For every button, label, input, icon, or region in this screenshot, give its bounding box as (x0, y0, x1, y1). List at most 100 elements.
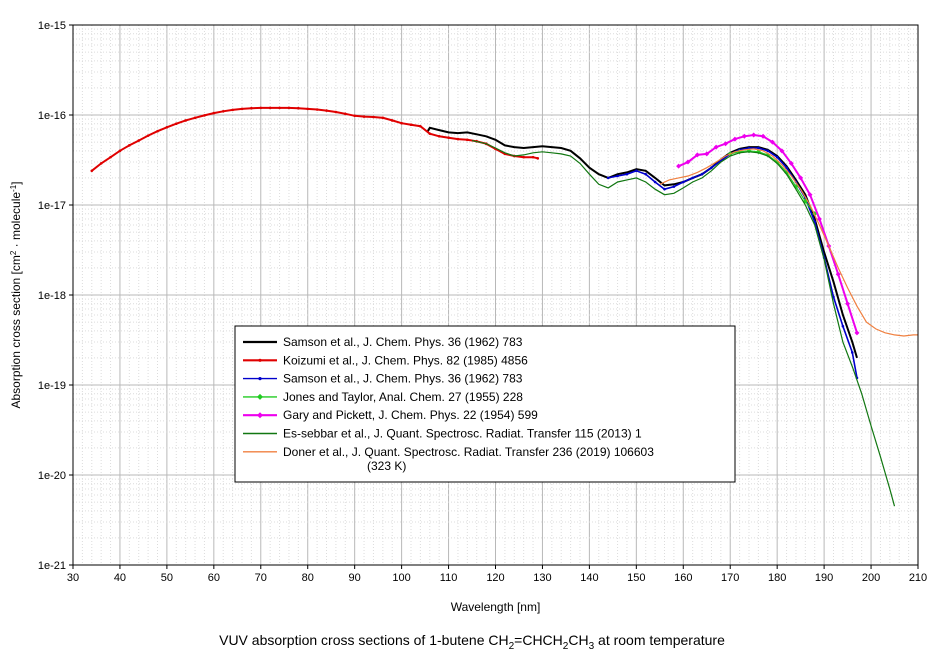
series-line-0 (426, 126, 858, 359)
series-1-point (268, 106, 272, 110)
series-2-point (710, 166, 713, 169)
legend-marker-1 (258, 358, 262, 362)
y-tick-label: 1e-18 (38, 290, 66, 302)
series-2-point (681, 180, 685, 184)
series-4-point (713, 144, 719, 150)
series-1-point (353, 114, 356, 118)
y-tick-label: 1e-21 (38, 560, 66, 572)
series-1-point (334, 110, 338, 114)
series-1-point (193, 116, 197, 120)
series-4-point (816, 216, 822, 222)
series-4-point (685, 159, 691, 165)
series-1-point (390, 119, 394, 122)
title-part: =CHCH (514, 632, 563, 648)
legend-label-0: Samson et al., J. Chem. Phys. 36 (1962) … (283, 335, 523, 349)
title-part: 3 (588, 640, 595, 652)
series-4-point (769, 139, 775, 145)
x-tick-label: 210 (909, 572, 927, 584)
x-tick-label: 100 (392, 572, 410, 584)
x-tick-label: 180 (768, 572, 786, 584)
series-1-point (137, 139, 141, 142)
series-2-point (747, 146, 751, 150)
x-tick-label: 30 (67, 572, 79, 584)
title-part: VUV absorption cross sections of 1-buten… (219, 632, 509, 648)
x-tick-label: 120 (486, 572, 504, 584)
y-tick-label: 1e-15 (38, 20, 66, 32)
legend-label-6: Doner et al., J. Quant. Spectrosc. Radia… (283, 445, 654, 459)
series-4-point (751, 132, 757, 138)
series-1-point (315, 108, 319, 111)
x-tick-label: 40 (114, 572, 126, 584)
series-4-point (741, 133, 747, 139)
series-line-5 (471, 140, 896, 507)
series-2-point (766, 149, 770, 153)
series-4-point (760, 133, 766, 139)
series-4-point (788, 160, 794, 166)
x-tick-label: 140 (580, 572, 598, 584)
chart-title: VUV absorption cross sections of 1-buten… (0, 632, 944, 652)
series-1-point (522, 155, 525, 159)
series-4-point (807, 192, 813, 198)
series-1-point (419, 124, 422, 128)
x-tick-label: 150 (627, 572, 645, 584)
legend-label-6-line2: (323 K) (367, 459, 406, 473)
series-1-point (240, 107, 244, 111)
series-1-point (362, 115, 366, 118)
series-4-point (723, 141, 729, 147)
legend-label-5: Es-sebbar et al., J. Quant. Spectrosc. R… (283, 427, 642, 441)
y-axis-label: Absorption cross section [cm2 · molecule… (9, 181, 24, 408)
series-1-point (343, 112, 347, 116)
series-line-3 (730, 150, 816, 215)
series-4-point (835, 271, 841, 277)
series-2-point (850, 351, 854, 354)
legend-marker-3 (257, 393, 263, 400)
series-1-point (466, 138, 469, 142)
legend-marker-4 (257, 412, 263, 419)
series-2-point (653, 180, 657, 184)
series-1-point (250, 106, 253, 110)
x-tick-label: 110 (440, 572, 458, 584)
series-2-point (625, 172, 629, 176)
series-1-point (428, 132, 432, 135)
series-layer (90, 106, 918, 507)
series-2-point (700, 172, 704, 176)
series-1-point (259, 106, 263, 110)
series-2-point (606, 176, 610, 180)
x-tick-label: 60 (208, 572, 220, 584)
series-1-point (146, 134, 150, 137)
series-line-4 (678, 133, 858, 334)
chart-canvas: 30 40 50 60 70 80 90 100 110 120 130 140 150 160 170 18… (9, 20, 928, 614)
title-part: CH (568, 632, 589, 648)
x-tick-label: 90 (349, 572, 361, 584)
x-tick-label: 190 (815, 572, 833, 584)
series-4-point (704, 151, 710, 157)
x-tick-label: 70 (255, 572, 267, 584)
grid (72, 25, 919, 566)
legend: Samson et al., J. Chem. Phys. 36 (1962) … (234, 325, 736, 483)
x-tick-label: 200 (862, 572, 880, 584)
series-1-point (165, 126, 169, 129)
y-axis-label-part: ] (9, 181, 23, 184)
legend-box (234, 325, 736, 483)
series-1-point (278, 106, 281, 110)
series-1-point (99, 162, 103, 165)
series-4-point (854, 330, 860, 336)
series-1-point (536, 157, 540, 160)
x-tick-label: 130 (533, 572, 551, 584)
series-1-point (221, 109, 225, 113)
legend-label-3: Jones and Taylor, Anal. Chem. 27 (1955) … (283, 390, 523, 404)
x-tick-label: 80 (302, 572, 314, 584)
series-line-1 (91, 106, 539, 172)
series-1-point (90, 169, 94, 173)
series-1-point (325, 109, 328, 112)
series-2-point (775, 155, 779, 159)
y-tick-label: 1e-16 (38, 110, 66, 122)
series-1-point (184, 119, 187, 122)
series-4-point (845, 301, 851, 307)
x-tick-label: 170 (721, 572, 739, 584)
title-part: at room temperature (594, 632, 725, 648)
series-1-point (231, 108, 234, 112)
title-part: 2 (508, 640, 515, 652)
series-1-point (128, 144, 131, 147)
series-1-point (437, 134, 441, 138)
